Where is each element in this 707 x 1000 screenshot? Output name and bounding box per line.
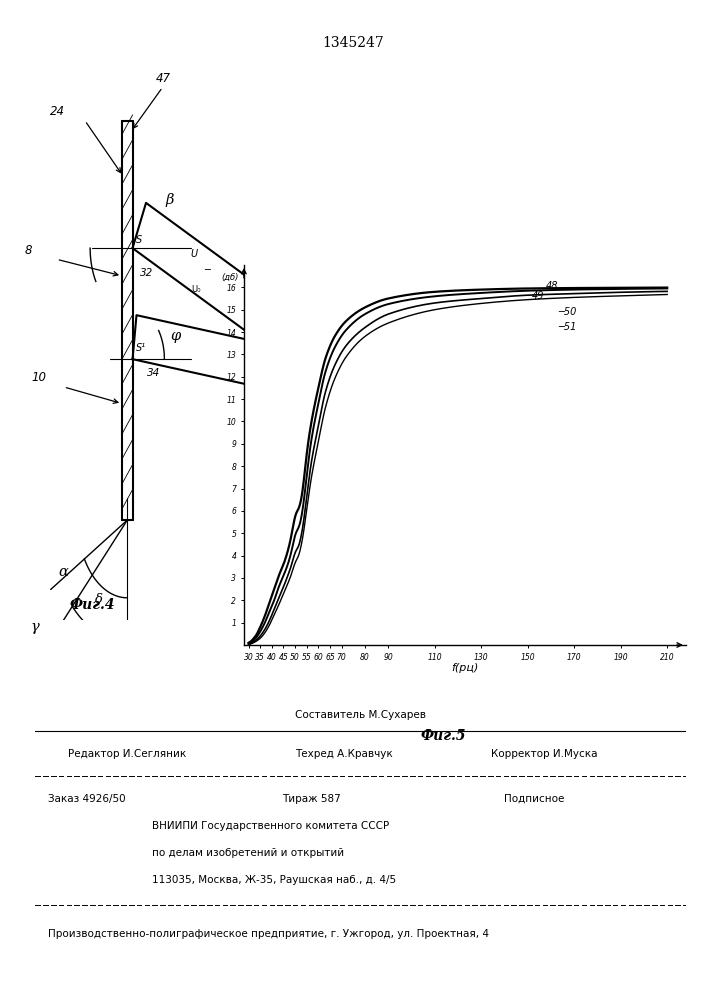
- Text: 16: 16: [288, 276, 303, 289]
- Text: по делам изобретений и открытий: по делам изобретений и открытий: [153, 848, 344, 858]
- Text: 24: 24: [49, 105, 64, 118]
- Text: S¹: S¹: [136, 343, 146, 353]
- Text: 49: 49: [532, 291, 545, 301]
- Text: Заказ 4926/50: Заказ 4926/50: [48, 794, 126, 804]
- Text: φ: φ: [170, 329, 180, 343]
- Text: δ: δ: [95, 593, 103, 606]
- Text: 8: 8: [25, 244, 33, 257]
- Text: Подписное: Подписное: [503, 794, 564, 804]
- Text: (дб): (дб): [222, 273, 239, 282]
- Text: Фиг.5: Фиг.5: [420, 729, 465, 743]
- Text: 10: 10: [32, 371, 47, 384]
- Text: ─50: ─50: [558, 307, 576, 317]
- Text: Производственно-полиграфическое предприятие, г. Ужгород, ул. Проектная, 4: Производственно-полиграфическое предприя…: [48, 929, 489, 939]
- Text: 32: 32: [140, 268, 153, 278]
- Text: 2: 2: [313, 327, 321, 340]
- Text: β: β: [165, 193, 174, 207]
- Text: Тираж 587: Тираж 587: [283, 794, 341, 804]
- X-axis label: f(рц): f(рц): [451, 663, 479, 673]
- Text: U: U: [191, 249, 198, 259]
- Text: 34: 34: [147, 368, 160, 378]
- Text: 113035, Москва, Ж-35, Раушская наб., д. 4/5: 113035, Москва, Ж-35, Раушская наб., д. …: [153, 875, 397, 885]
- Text: ВНИИПИ Государственного комитета СССР: ВНИИПИ Государственного комитета СССР: [153, 821, 390, 831]
- Text: 1345247: 1345247: [322, 36, 385, 50]
- Text: 4: 4: [318, 360, 326, 373]
- Text: U₀: U₀: [191, 285, 200, 294]
- Text: Фиг.4: Фиг.4: [69, 598, 115, 612]
- Text: Корректор И.Муска: Корректор И.Муска: [491, 749, 597, 759]
- Text: S: S: [136, 235, 142, 245]
- Text: Техред А.Кравчук: Техред А.Кравчук: [296, 749, 393, 759]
- Text: α: α: [59, 565, 69, 579]
- Text: Редактор И.Сегляник: Редактор И.Сегляник: [68, 749, 186, 759]
- Text: 18: 18: [299, 321, 314, 334]
- Text: 48: 48: [547, 281, 559, 291]
- Text: ─: ─: [204, 265, 210, 275]
- Text: Составитель М.Сухарев: Составитель М.Сухарев: [295, 710, 426, 720]
- Text: γ: γ: [31, 620, 40, 634]
- Text: ─51: ─51: [558, 322, 576, 332]
- Text: 47: 47: [156, 72, 170, 85]
